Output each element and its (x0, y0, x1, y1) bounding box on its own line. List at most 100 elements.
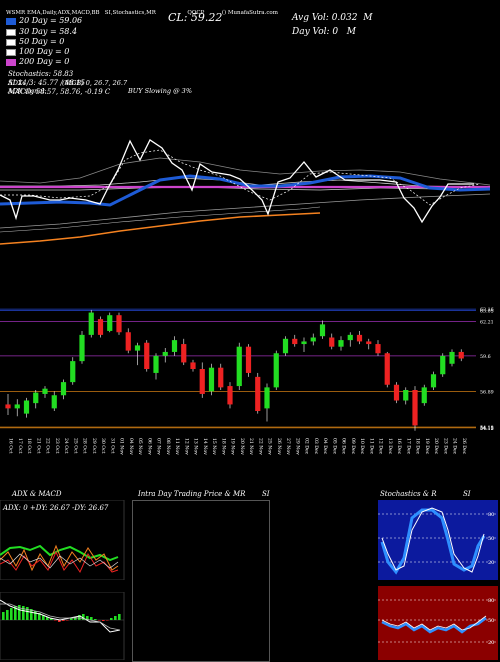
si-label-20: 20 (488, 640, 494, 646)
date-label: 24 Dec (452, 438, 458, 455)
date-label: 11 Nov (174, 438, 180, 455)
macd-histogram-bar (118, 614, 121, 620)
candle-body (421, 387, 427, 404)
macd-histogram-bar (110, 618, 113, 620)
candle-body (199, 369, 205, 394)
date-label: 20 Dec (433, 438, 439, 455)
macd-histogram-bar (54, 620, 57, 621)
si-label-50: 50 (488, 618, 494, 624)
candle-body (403, 390, 409, 401)
candle-body (97, 319, 104, 335)
candle-body (79, 334, 85, 362)
date-label: 26 Nov (276, 438, 282, 455)
candle (319, 320, 326, 339)
macd-histogram-bar (62, 620, 65, 621)
stochastics-panel: 80 50 20 (378, 500, 498, 580)
candle-body (181, 344, 187, 363)
si-label-80: 80 (488, 598, 494, 604)
adx-green-line (0, 544, 119, 562)
main-price-chart: 63.1663.0562.2159.656.8954.1854.1554.12 … (0, 139, 494, 455)
macd-value: MACD: 58.57, 58.76, -0.19 C (8, 88, 111, 96)
candle (107, 312, 113, 333)
close-price-label: CL: 59.22 (168, 11, 223, 24)
candle-body (458, 351, 464, 359)
candle-body (218, 367, 224, 388)
candle-body (440, 355, 446, 375)
date-label: 29 Oct (91, 438, 97, 454)
candle (264, 383, 270, 422)
date-label: 18 Oct (26, 438, 32, 454)
macd-histogram-bar (106, 620, 109, 621)
candle-body (190, 362, 196, 369)
date-label: 23 Dec (442, 438, 448, 455)
legend-ema200: 200 Day = 0 (6, 57, 69, 66)
price-close-line (0, 139, 474, 224)
candle (199, 362, 205, 398)
date-label: 30 Oct (100, 438, 106, 454)
lower-band-2 (0, 206, 321, 233)
date-label: 16 Dec (396, 438, 402, 455)
si-value: SI 14/3: 45.77 / 48.15 (8, 79, 85, 87)
ema20-line (0, 174, 491, 207)
price-level-label: 63.05 (480, 309, 494, 315)
macd-histogram-bar (22, 606, 25, 620)
candle (412, 386, 418, 431)
date-label: 22 Oct (45, 438, 51, 454)
candle-body (255, 376, 261, 411)
date-label: 04 Nov (128, 438, 134, 455)
chart-subtitle: WSMR EMA,Daily,ADX,MACD,BB SI,Stochastic… (6, 10, 278, 16)
candle (14, 399, 20, 417)
legend-ema30: 30 Day = 58.4 (6, 27, 77, 36)
date-label: 26 Dec (461, 438, 467, 455)
price-level-label: 54.18 (480, 425, 494, 431)
ema100-swatch (6, 48, 16, 56)
candle-body (125, 332, 131, 351)
macd-histogram-bar (94, 619, 97, 620)
candle (273, 350, 279, 390)
candle (356, 330, 363, 345)
stoch-d-line (381, 507, 485, 573)
candle (384, 351, 390, 388)
candle (255, 372, 261, 414)
date-label: 07 Nov (156, 438, 162, 455)
date-label: 29 Nov (294, 438, 300, 455)
macd-histogram-bar (82, 614, 85, 620)
candle (458, 349, 464, 362)
macd-histogram-bar (102, 620, 105, 621)
price-level-label: 63.16 (480, 307, 494, 313)
indicator-stats: Stochastics: 58.83 SI 14/3: 45.77 / 48.1… (8, 70, 110, 97)
orange-ema-line (0, 212, 321, 245)
candle-body (42, 388, 48, 394)
candle (33, 390, 39, 409)
candle-body (264, 387, 270, 409)
macd-histogram-bar (90, 617, 93, 620)
date-label: 17 Oct (17, 438, 23, 454)
candle (310, 333, 316, 346)
ema200-swatch (6, 58, 16, 66)
ema20-swatch (6, 17, 16, 25)
candle (181, 338, 187, 366)
candle-body (412, 390, 418, 426)
candle (116, 312, 122, 335)
candle-body (88, 312, 94, 335)
macd-histogram-bar (70, 618, 73, 620)
date-label: 17 Dec (405, 438, 411, 455)
macd-histogram-bar (50, 618, 53, 620)
date-label: 21 Nov (248, 438, 254, 455)
ema30-swatch (6, 28, 16, 36)
candle (301, 337, 307, 352)
macd-histogram-bar (66, 620, 69, 621)
candle-body (144, 342, 150, 369)
date-label: 28 Oct (82, 438, 88, 454)
intraday-title: Intra Day Trading Price & MR (138, 490, 246, 498)
macd-histogram-bar (46, 617, 49, 620)
macd-histogram-bar (30, 609, 33, 620)
candle (51, 391, 57, 411)
candle (292, 334, 298, 347)
date-label: 01 Nov (119, 438, 125, 455)
candle-body (347, 334, 353, 341)
macd-histogram-bar (86, 616, 89, 620)
candle (88, 309, 94, 338)
candle (171, 336, 178, 356)
buy-signal: BUY Slowing @ 3% (128, 87, 192, 95)
